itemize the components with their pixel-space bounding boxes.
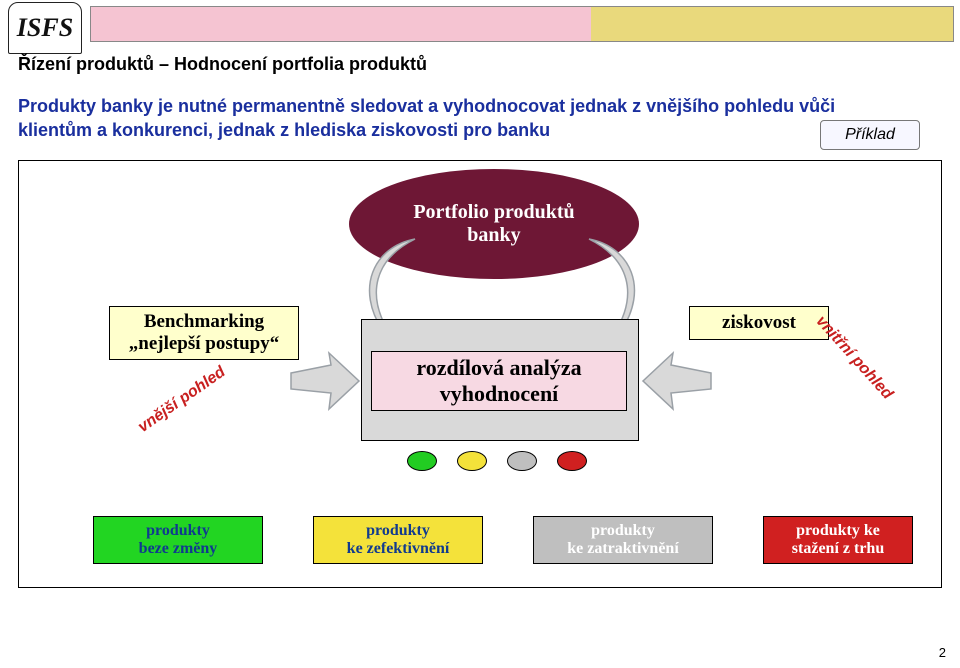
title-suffix: Hodnocení portfolia produktů xyxy=(174,54,427,74)
header-band xyxy=(90,6,954,42)
header-band-right xyxy=(591,7,953,41)
arrow-in-right xyxy=(641,353,711,413)
slide-title: Řízení produktů – Hodnocení portfolia pr… xyxy=(18,54,427,75)
title-prefix: Řízení produktů xyxy=(18,54,154,74)
product-box-1: produkty ke zefektivnění xyxy=(313,516,483,564)
slide-subtitle: Produkty banky je nutné permanentně sled… xyxy=(18,94,840,143)
product-box-2: produkty ke zatraktivnění xyxy=(533,516,713,564)
product-box-0: produkty beze změny xyxy=(93,516,263,564)
ziskovost-box: ziskovost xyxy=(689,306,829,340)
logo: ISFS xyxy=(8,2,82,54)
center-box-inner: rozdílová analýza vyhodnocení xyxy=(371,351,627,411)
arrow-in-left xyxy=(291,353,361,413)
dot-grey xyxy=(507,451,537,471)
diag-right-label: vnitřní pohled xyxy=(812,313,896,404)
benchmark-box: Benchmarking „nejlepší postupy“ xyxy=(109,306,299,360)
diag-left-label: vnější pohled xyxy=(135,363,229,436)
ellipse-line1: Portfolio produktů xyxy=(413,201,574,223)
title-separator: – xyxy=(154,54,174,74)
dot-yellow xyxy=(457,451,487,471)
page-number: 2 xyxy=(939,645,946,660)
ellipse-line2: banky xyxy=(467,224,520,246)
dot-green xyxy=(407,451,437,471)
slide: ISFS Řízení produktů – Hodnocení portfol… xyxy=(0,0,960,668)
product-box-3: produkty ke stažení z trhu xyxy=(763,516,913,564)
example-badge: Příklad xyxy=(820,120,920,150)
diagram-frame: Portfolio produktů banky Benchmarking „n… xyxy=(18,160,942,588)
dot-red xyxy=(557,451,587,471)
header-band-left xyxy=(91,7,591,41)
